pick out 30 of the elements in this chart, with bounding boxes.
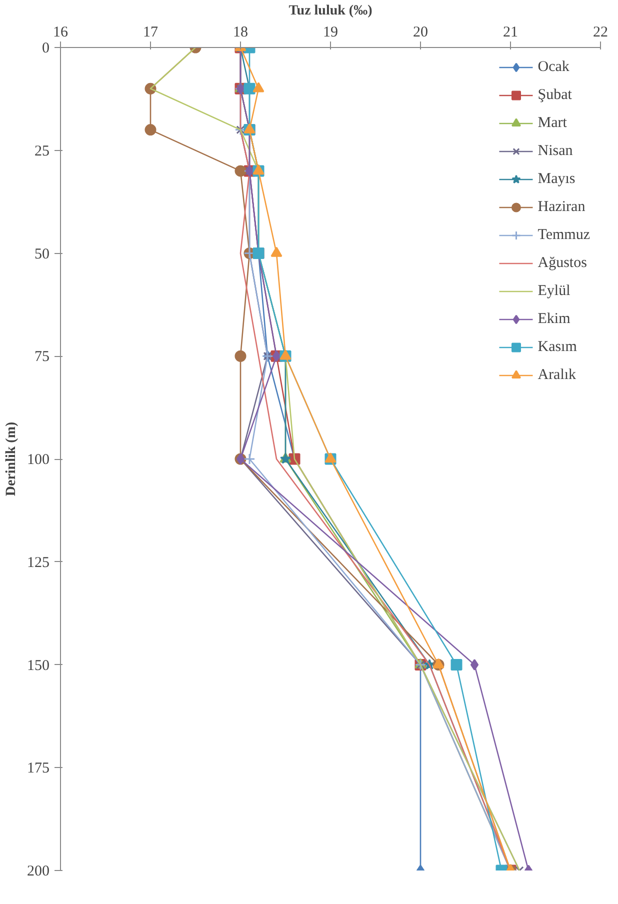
x-tick-label: 19	[323, 24, 338, 40]
legend-label: Mayıs	[538, 170, 576, 188]
y-tick-label: 0	[42, 40, 50, 56]
y-tick-label: 150	[27, 658, 50, 674]
y-tick-label: 75	[34, 349, 50, 366]
legend-label: Kasım	[538, 338, 577, 356]
legend-label: Haziran	[538, 198, 586, 216]
y-tick-label: 200	[27, 864, 50, 880]
y-tick-label: 50	[34, 246, 50, 262]
legend-label: Temmuz	[538, 226, 590, 244]
legend-label: Nisan	[538, 142, 573, 160]
y-tick-label: 25	[34, 143, 50, 160]
x-tick-label: 18	[233, 24, 248, 40]
x-tick-label: 21	[503, 24, 518, 40]
x-tick-label: 16	[53, 24, 68, 40]
x-tick-label: 20	[413, 24, 428, 40]
x-tick-label: 17	[143, 24, 158, 40]
x-tick-label: 22	[593, 24, 608, 40]
y-tick-label: 125	[27, 554, 50, 571]
legend-label: Aralık	[538, 366, 576, 384]
legend-label: Eylül	[538, 282, 570, 300]
legend-label: Ocak	[538, 58, 570, 76]
y-tick-label: 175	[27, 760, 50, 777]
legend-label: Mart	[538, 114, 567, 132]
x-axis-title: Tuz luluk (‰)	[288, 4, 373, 18]
y-axis-title: Derinlik (m)	[4, 422, 19, 496]
legend-label: Şubat	[538, 86, 572, 104]
legend-label: Ekim	[538, 310, 570, 328]
legend-label: Ağustos	[538, 254, 587, 272]
y-tick-label: 100	[27, 452, 50, 468]
